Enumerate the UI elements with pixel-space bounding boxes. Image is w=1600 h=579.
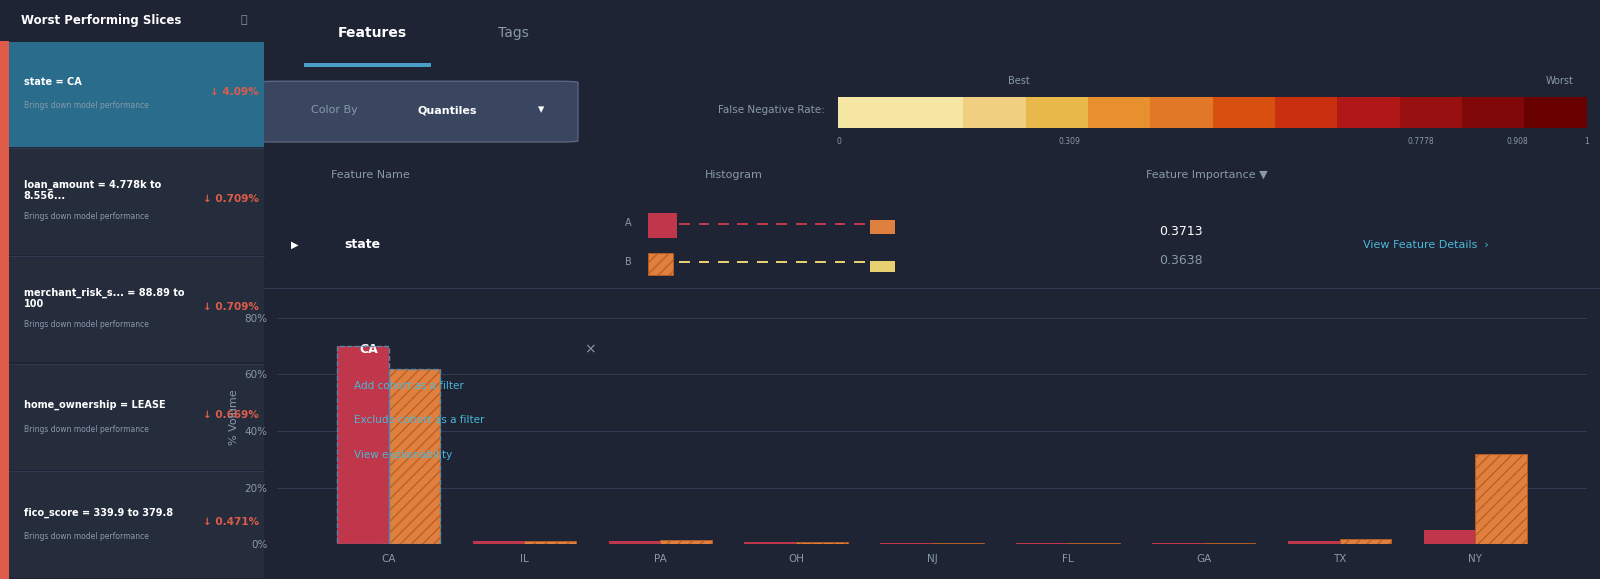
Text: 100: 100 [24,299,45,309]
Text: 1: 1 [1584,137,1589,146]
Bar [0,0,264,41]
Bar [1525,97,1587,128]
Bar [1275,97,1338,128]
Text: Worst Performing Slices: Worst Performing Slices [21,14,181,27]
Text: home_ownership = LEASE: home_ownership = LEASE [24,400,165,410]
Bar [901,97,963,128]
Bar [931,543,984,544]
Bar [10,365,264,470]
Text: Brings down model performance: Brings down model performance [24,532,149,541]
Y-axis label: % Volume: % Volume [229,389,238,445]
Text: Color By: Color By [310,105,357,115]
Bar [1067,543,1120,544]
Text: merchant_risk_s... = 88.89 to: merchant_risk_s... = 88.89 to [24,287,184,298]
Bar [1400,97,1462,128]
Text: Feature Name: Feature Name [331,170,410,180]
Text: ▶: ▶ [291,240,298,250]
Bar [608,541,661,544]
Bar [472,541,525,544]
Bar [1088,97,1150,128]
Bar [389,369,440,544]
Bar [338,346,389,544]
Text: Features: Features [338,27,406,41]
Text: ⓘ: ⓘ [240,15,246,25]
Bar [1339,538,1392,544]
Bar [1026,97,1088,128]
Text: ↓ 0.709%: ↓ 0.709% [203,302,259,312]
Text: 0.7778: 0.7778 [1406,137,1434,146]
Text: ↓ 0.709%: ↓ 0.709% [203,194,259,204]
Bar [661,540,712,544]
Text: ▾: ▾ [538,104,544,116]
Text: ↓ 0.471%: ↓ 0.471% [203,517,259,527]
Bar [1338,97,1400,128]
Text: View Feature Details  ›: View Feature Details › [1363,240,1490,250]
Text: Feature Importance ▼: Feature Importance ▼ [1146,170,1267,180]
Text: Brings down model performance: Brings down model performance [24,320,149,329]
Bar [797,542,848,544]
Bar [10,149,264,255]
Text: state = CA: state = CA [24,76,82,87]
Bar [880,543,931,544]
Bar [1152,543,1203,544]
Bar [0,41,10,579]
Text: 0.3713: 0.3713 [1158,225,1203,237]
Text: Best: Best [1008,76,1030,86]
Bar [838,97,901,128]
Text: Brings down model performance: Brings down model performance [24,101,149,111]
Text: 8.556...: 8.556... [24,191,66,201]
Text: 0.3638: 0.3638 [1158,254,1203,267]
Bar [10,472,264,578]
Text: Quantiles: Quantiles [418,105,477,115]
Bar [525,541,576,544]
Text: loan_amount = 4.778k to: loan_amount = 4.778k to [24,179,162,190]
Text: 0: 0 [837,137,842,146]
Text: 0.309: 0.309 [1059,137,1080,146]
Bar [304,63,430,67]
Text: ↓ 0.669%: ↓ 0.669% [203,409,259,420]
Text: state: state [344,238,381,251]
Bar [1424,530,1475,544]
Text: Worst: Worst [1546,76,1574,86]
Bar [1203,543,1256,544]
Bar [1150,97,1213,128]
Bar [1475,454,1526,544]
Text: Tags: Tags [498,27,528,41]
Text: Brings down model performance: Brings down model performance [24,212,149,221]
Text: Histogram: Histogram [706,170,763,180]
Bar [10,257,264,362]
Bar [10,42,264,147]
Text: fico_score = 339.9 to 379.8: fico_score = 339.9 to 379.8 [24,507,173,518]
Text: 0.908: 0.908 [1507,137,1528,146]
Text: Brings down model performance: Brings down model performance [24,424,149,434]
Bar [1016,543,1067,544]
Text: False Negative Rate:: False Negative Rate: [718,105,826,115]
Text: ↓ 4.09%: ↓ 4.09% [210,86,259,97]
Bar [963,97,1026,128]
Bar [744,542,797,544]
Bar [389,369,440,544]
Bar [1462,97,1525,128]
Bar [1288,541,1339,544]
Bar [338,346,389,544]
FancyBboxPatch shape [258,81,578,142]
Bar [1213,97,1275,128]
